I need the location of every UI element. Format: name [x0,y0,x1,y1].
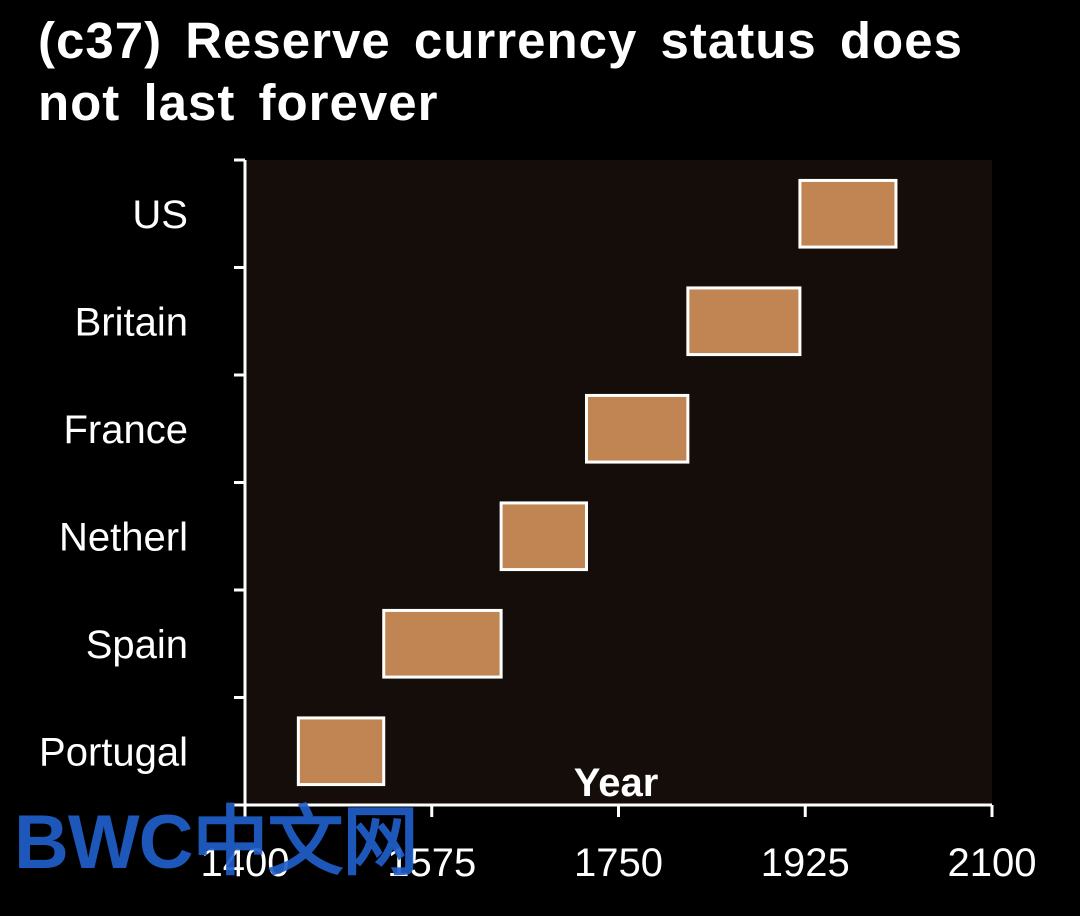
y-tick-label: Spain [86,623,188,667]
bar-spain [382,608,503,679]
bar-group [296,178,898,787]
x-tick-label: 1750 [574,841,663,885]
bar-france [584,393,690,464]
label-group: US Britain France Netherl Spain Portugal 1400 1… [39,193,1036,885]
chart-title: (c37) Reserve currency status does not l… [38,12,963,131]
axes-group [234,158,994,817]
y-tick-label: Netherl [59,515,188,559]
y-tick-label: Britain [75,300,188,344]
bar-portugal [296,716,386,787]
x-axis-title: Year [574,761,659,805]
x-tick-label: 1400 [201,841,290,885]
watermark-logo: BWC中文网 [14,800,419,885]
y-tick-label: US [132,193,188,237]
bar-britain [686,286,802,357]
x-tick-label: 2100 [948,841,1037,885]
plot-area [245,160,992,805]
bar-netherl [499,501,588,572]
y-tick-label: France [64,408,189,452]
y-tick-label: Portugal [39,730,188,774]
bar-us [798,178,898,249]
x-tick-label: 1925 [761,841,850,885]
x-tick-label: 1575 [387,841,476,885]
